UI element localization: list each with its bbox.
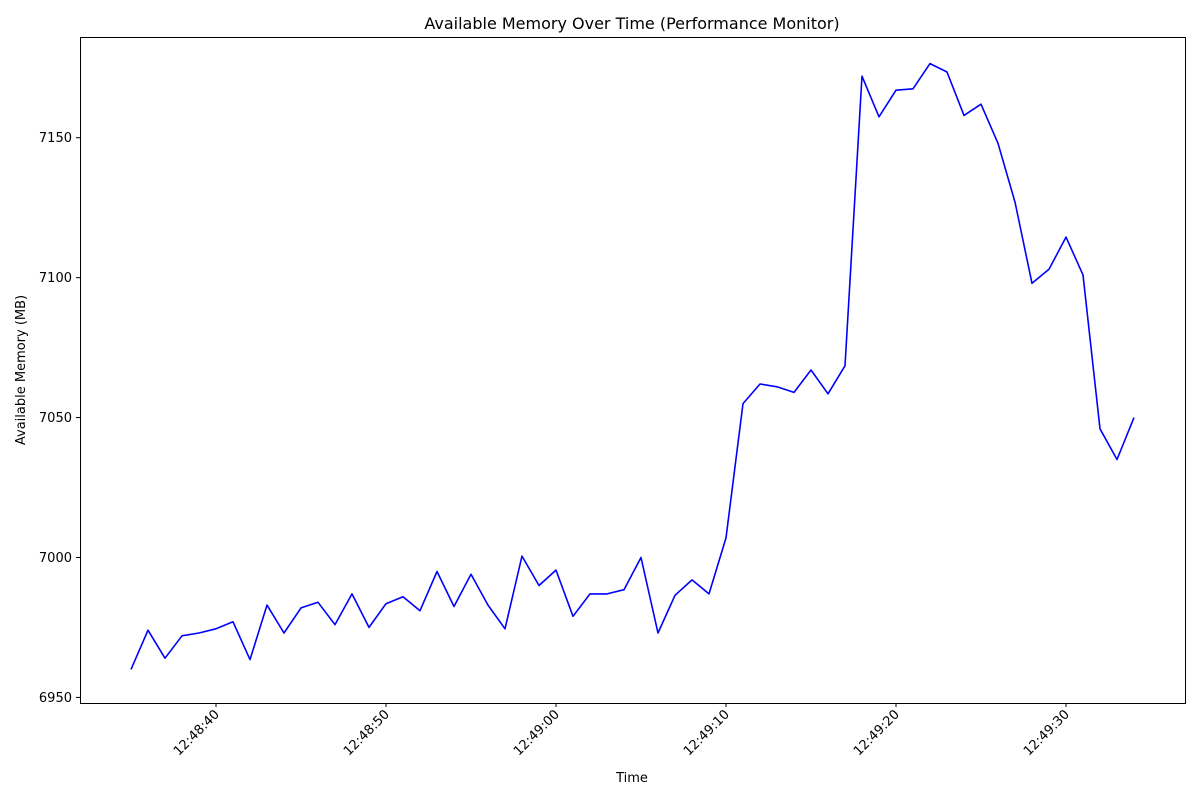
y-axis: 6950 7000 7050 7100 7150 [39,131,80,706]
x-tick-label: 12:48:50 [341,707,393,759]
plot-frame [80,37,1186,704]
y-tick-label: 7000 [39,551,72,566]
y-tick-label: 7150 [39,131,72,146]
y-tick-label: 6950 [39,691,72,706]
y-tick-label: 7050 [39,411,72,426]
plot-area [130,62,1135,670]
x-tick-label: 12:49:20 [851,707,903,759]
chart-title: Available Memory Over Time (Performance … [424,14,839,33]
series-line [130,62,1135,670]
x-axis-label: Time [615,771,648,786]
y-tick-label: 7100 [39,271,72,286]
x-axis: 12:48:40 12:48:50 12:49:00 12:49:10 12:49:20… [171,703,1073,759]
x-tick-label: 12:49:10 [681,707,733,759]
x-tick-label: 12:48:40 [171,707,223,759]
x-tick-label: 12:49:30 [1021,707,1073,759]
x-tick-label: 12:49:00 [511,707,563,759]
y-axis-label: Available Memory (MB) [14,295,29,445]
